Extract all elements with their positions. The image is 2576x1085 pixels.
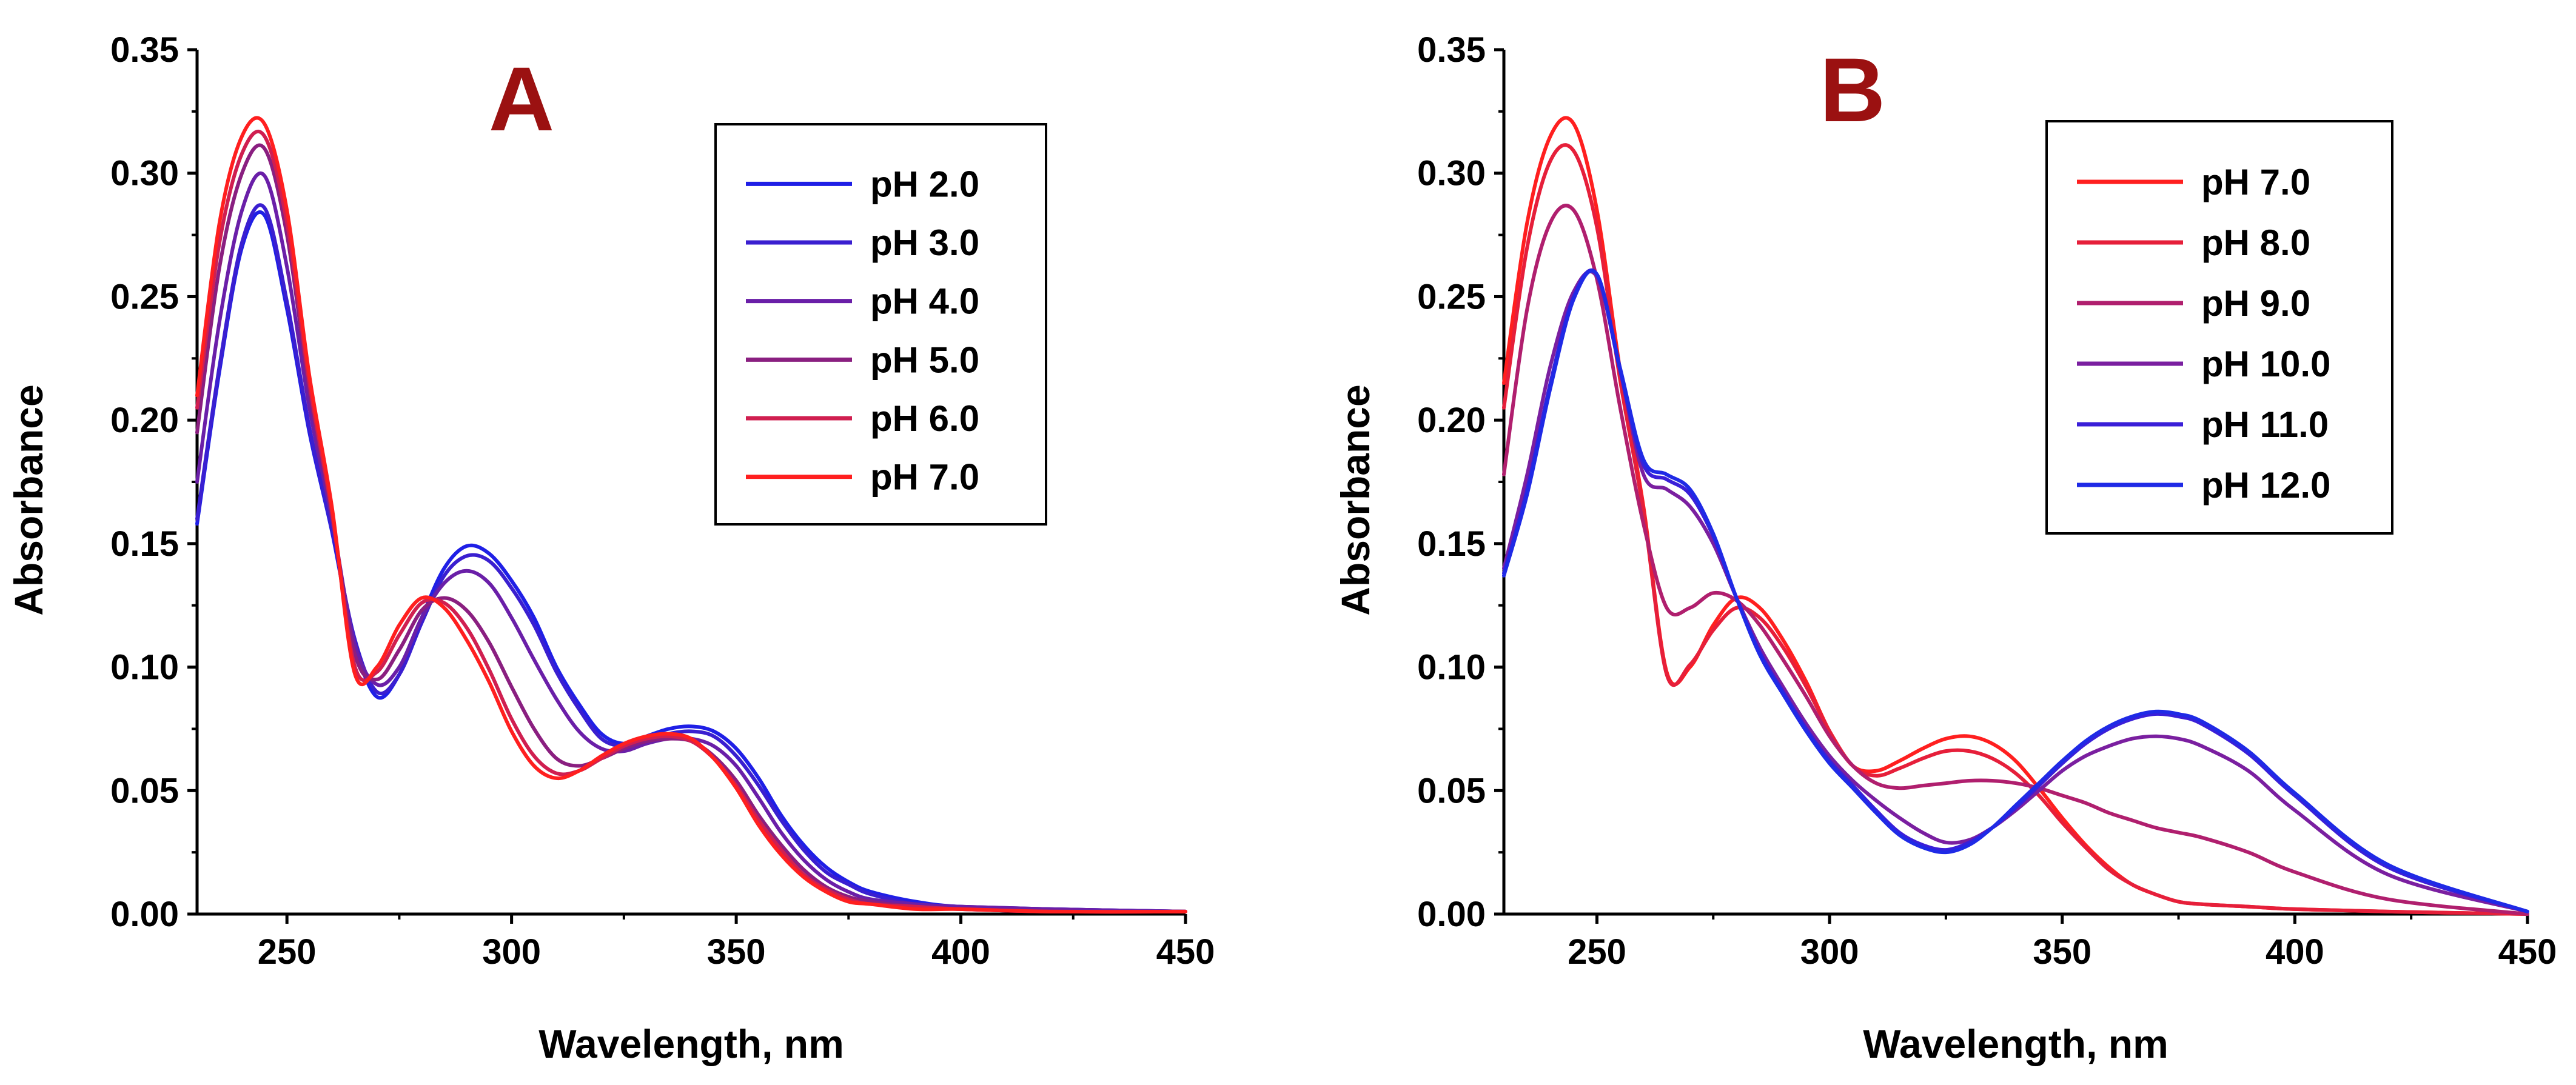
y-tick-label: 0.35 xyxy=(1417,30,1486,70)
legend-label: pH 8.0 xyxy=(2201,222,2310,263)
y-tick-label: 0.15 xyxy=(110,524,179,564)
series-line-ph-4-0 xyxy=(195,171,1187,913)
x-tick-label: 450 xyxy=(1156,932,1215,972)
legend-label: pH 9.0 xyxy=(2201,283,2310,324)
y-tick-label: 0.05 xyxy=(110,771,179,810)
legend-label: pH 2.0 xyxy=(870,164,979,204)
x-tick-label: 250 xyxy=(1568,932,1626,972)
y-tick-label: 0.10 xyxy=(1417,648,1486,687)
x-tick-label: 400 xyxy=(2266,932,2324,972)
x-tick-label: 250 xyxy=(258,932,317,972)
y-tick-label: 0.25 xyxy=(110,277,179,316)
legend-label: pH 6.0 xyxy=(870,398,979,439)
y-tick-label: 0.00 xyxy=(110,895,179,934)
x-axis-label: Wavelength, nm xyxy=(538,1021,844,1066)
legend-label: pH 10.0 xyxy=(2201,344,2330,384)
x-tick-label: 300 xyxy=(1800,932,1859,972)
panel-label: A xyxy=(489,48,554,150)
series-line-ph-3-0 xyxy=(195,203,1187,913)
legend-label: pH 12.0 xyxy=(2201,465,2330,506)
x-tick-label: 400 xyxy=(931,932,990,972)
x-tick-label: 300 xyxy=(482,932,541,972)
panel-a: 0.00 0.05 0.10 0.15 0.20 0.25 0.30 0.35 250 300 35… xyxy=(6,30,1215,1066)
y-tick-label: 0.20 xyxy=(1417,401,1486,440)
y-tick-label: 0.35 xyxy=(110,30,179,70)
y-tick-label: 0.15 xyxy=(1417,524,1486,564)
y-axis-label: Absorbance xyxy=(1333,384,1378,615)
legend-label: pH 3.0 xyxy=(870,222,979,263)
y-axis-label: Absorbance xyxy=(6,384,51,615)
x-tick-label: 350 xyxy=(707,932,766,972)
series-line-ph-9-0 xyxy=(1502,204,2529,916)
y-tick-label: 0.30 xyxy=(1417,154,1486,193)
legend-label: pH 11.0 xyxy=(2201,404,2329,445)
legend-label: pH 7.0 xyxy=(2201,162,2310,202)
panel-b: 0.00 0.05 0.10 0.15 0.20 0.25 0.30 0.35 250 300 35… xyxy=(1333,30,2557,1066)
legend-box xyxy=(2045,120,2393,535)
legend-label: pH 5.0 xyxy=(870,339,979,380)
y-tick-label: 0.30 xyxy=(110,154,179,193)
y-tick-label: 0.25 xyxy=(1417,277,1486,316)
x-tick-label: 350 xyxy=(2033,932,2091,972)
y-tick-label: 0.10 xyxy=(110,648,179,687)
legend-box xyxy=(714,123,1047,526)
y-tick-label: 0.20 xyxy=(110,401,179,440)
x-axis-label: Wavelength, nm xyxy=(1863,1021,2168,1066)
panel-label: B xyxy=(1820,39,1885,141)
y-tick-label: 0.00 xyxy=(1417,895,1486,934)
y-tick-label: 0.05 xyxy=(1417,771,1486,810)
legend-label: pH 7.0 xyxy=(870,457,979,498)
legend-label: pH 4.0 xyxy=(870,281,979,322)
series-line-ph-12-0 xyxy=(1502,269,2529,913)
x-tick-label: 450 xyxy=(2498,932,2557,972)
series-line-ph-7-0 xyxy=(195,116,1187,914)
